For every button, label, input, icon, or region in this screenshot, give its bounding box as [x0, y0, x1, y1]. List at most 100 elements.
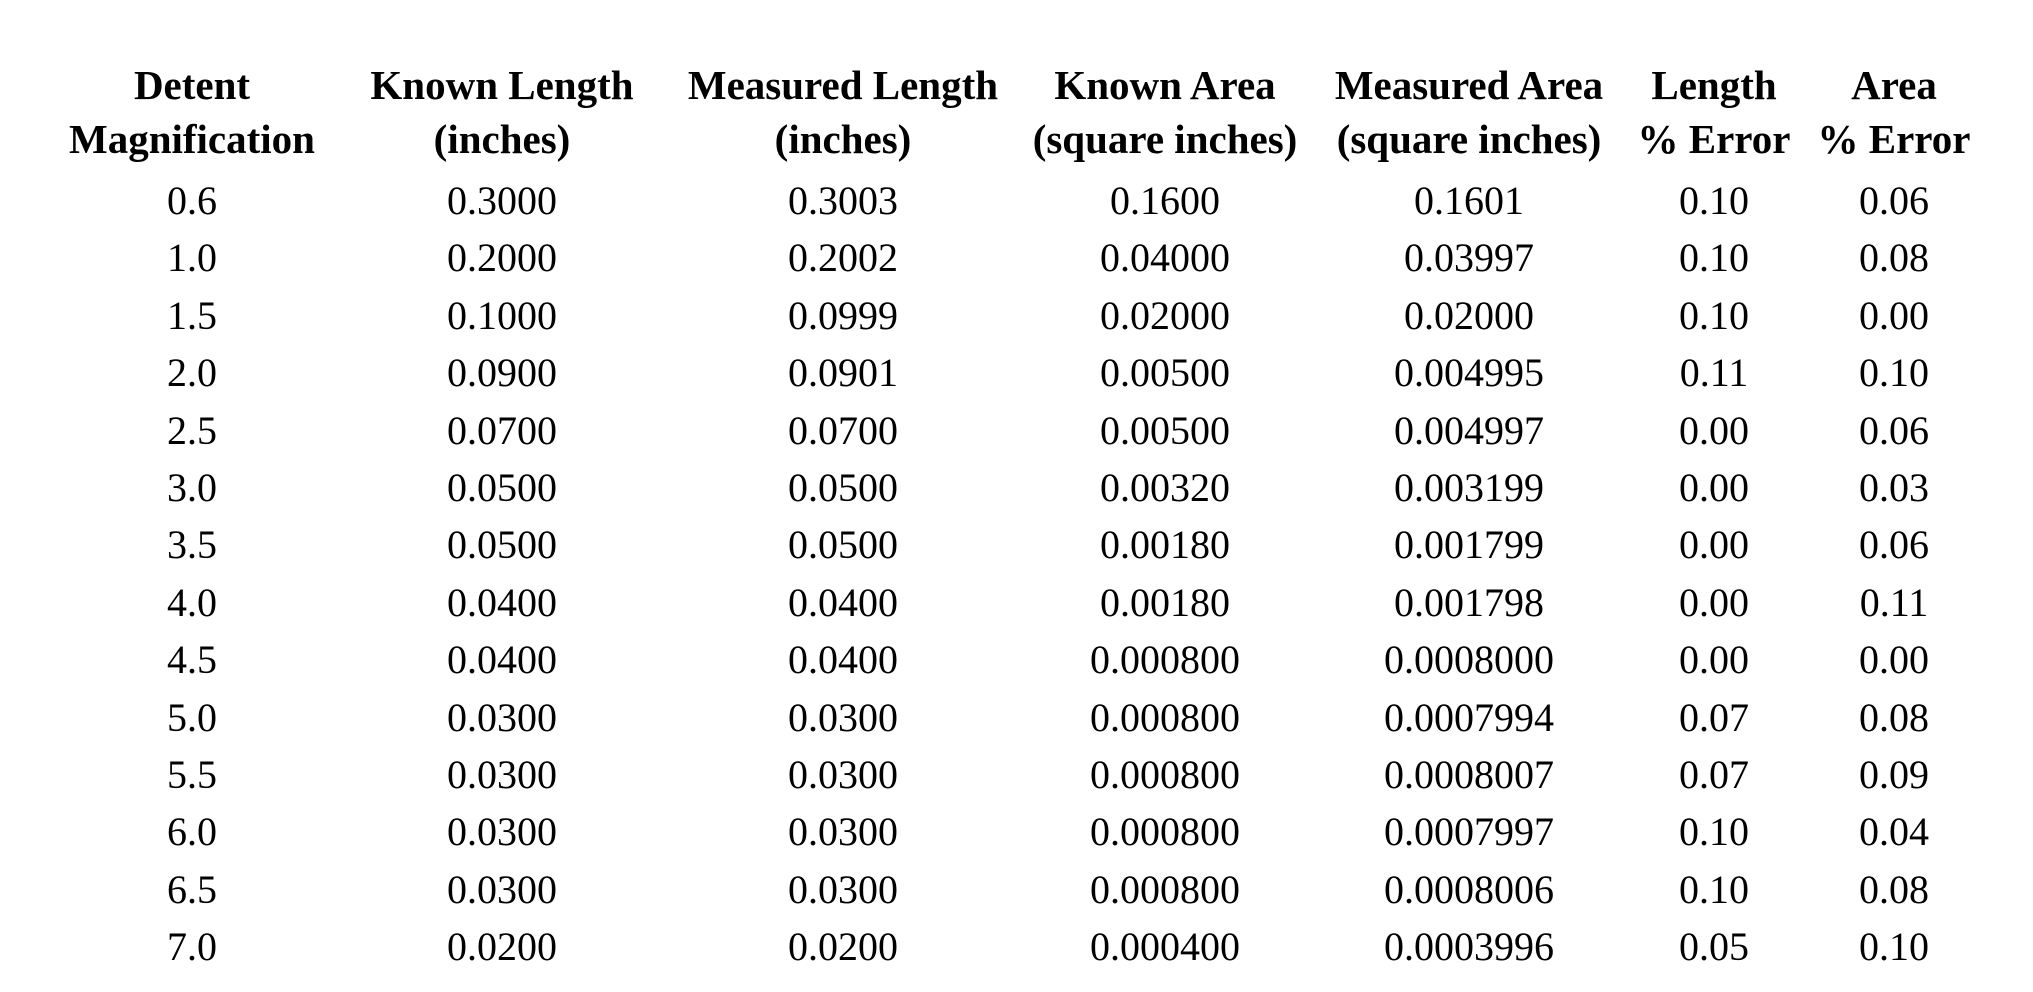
cell-known-length: 0.0300: [447, 694, 557, 740]
table-row: 5.0 0.0300 0.0300 0.000800 0.0007994 0.07 0.08: [52, 689, 1982, 746]
cell-detent-magnification: 0.6: [167, 178, 217, 223]
cell-length-error: 0.10: [1679, 178, 1749, 223]
cell-length-error: 0.05: [1679, 924, 1749, 970]
cell-measured-area: 0.0007997: [1384, 809, 1554, 855]
cell-measured-length: 0.0999: [788, 292, 898, 338]
table-row: 3.5 0.0500 0.0500 0.00180 0.001799 0.00 0.06: [52, 516, 1982, 573]
cell-length-error: 0.10: [1679, 809, 1749, 855]
cell-measured-area: 0.0008006: [1384, 866, 1554, 912]
cell-measured-length: 0.2002: [788, 235, 898, 281]
cell-length-error: 0.07: [1679, 752, 1749, 798]
cell-area-error: 0.06: [1859, 178, 1929, 223]
cell-length-error: 0.10: [1679, 235, 1749, 281]
header-line-1: Length: [1651, 62, 1777, 108]
cell-known-area: 0.000800: [1090, 637, 1240, 683]
cell-measured-area: 0.02000: [1404, 292, 1534, 338]
cell-area-error: 0.03: [1859, 465, 1929, 511]
cell-detent-magnification: 6.0: [167, 809, 217, 855]
cell-measured-area: 0.03997: [1404, 235, 1534, 281]
cell-measured-area: 0.003199: [1394, 465, 1544, 511]
cell-known-length: 0.0500: [447, 522, 557, 568]
cell-measured-length: 0.0300: [788, 752, 898, 798]
header-measured-length: Measured Length (inches): [672, 58, 1014, 172]
header-area-error: Area % Error: [1806, 58, 1982, 172]
header-length-error: Length % Error: [1622, 58, 1806, 172]
header-line-2: (inches): [433, 116, 571, 162]
cell-measured-area: 0.004997: [1394, 407, 1544, 453]
cell-detent-magnification: 5.5: [167, 752, 217, 798]
table-row: 1.0 0.2000 0.2002 0.04000 0.03997 0.10 0.08: [52, 229, 1982, 286]
table-body: 0.6 0.3000 0.3003 0.1600 0.1601 0.10 0.06 1.0 0.…: [52, 172, 1982, 976]
header-line-2: (inches): [774, 116, 912, 162]
cell-length-error: 0.00: [1679, 637, 1749, 683]
cell-known-area: 0.000800: [1090, 809, 1240, 855]
cell-detent-magnification: 1.5: [167, 292, 217, 338]
cell-detent-magnification: 2.5: [167, 407, 217, 453]
header-known-area: Known Area (square inches): [1014, 58, 1316, 172]
table-row: 0.6 0.3000 0.3003 0.1600 0.1601 0.10 0.06: [52, 172, 1982, 229]
cell-known-length: 0.0400: [447, 579, 557, 625]
cell-length-error: 0.00: [1679, 465, 1749, 511]
cell-detent-magnification: 2.0: [167, 350, 217, 396]
cell-measured-area: 0.004995: [1394, 350, 1544, 396]
cell-length-error: 0.11: [1679, 350, 1749, 396]
cell-measured-length: 0.0300: [788, 694, 898, 740]
table-row: 6.5 0.0300 0.0300 0.000800 0.0008006 0.10 0.08: [52, 861, 1982, 918]
cell-known-area: 0.00180: [1100, 579, 1230, 625]
cell-known-length: 0.0300: [447, 866, 557, 912]
cell-known-length: 0.0300: [447, 809, 557, 855]
cell-length-error: 0.00: [1679, 579, 1749, 625]
cell-known-length: 0.0300: [447, 752, 557, 798]
magnification-error-table-container: Detent Magnification Known Length (inche…: [52, 58, 1982, 976]
table-row: 4.5 0.0400 0.0400 0.000800 0.0008000 0.00 0.00: [52, 631, 1982, 688]
cell-measured-length: 0.0500: [788, 465, 898, 511]
header-line-2: (square inches): [1032, 116, 1298, 162]
cell-area-error: 0.06: [1859, 522, 1929, 568]
header-line-1: Measured Length: [687, 62, 999, 108]
cell-measured-area: 0.1601: [1414, 178, 1524, 223]
cell-area-error: 0.04: [1859, 809, 1929, 855]
cell-measured-area: 0.0008007: [1384, 752, 1554, 798]
header-line-1: Area: [1851, 62, 1937, 108]
cell-known-area: 0.02000: [1100, 292, 1230, 338]
cell-known-length: 0.1000: [447, 292, 557, 338]
header-line-2: % Error: [1637, 116, 1791, 162]
header-row: Detent Magnification Known Length (inche…: [52, 58, 1982, 172]
cell-area-error: 0.10: [1859, 350, 1929, 396]
cell-measured-area: 0.001798: [1394, 579, 1544, 625]
cell-known-length: 0.3000: [447, 178, 557, 223]
table-row: 1.5 0.1000 0.0999 0.02000 0.02000 0.10 0.00: [52, 287, 1982, 344]
cell-length-error: 0.07: [1679, 694, 1749, 740]
cell-measured-length: 0.0300: [788, 866, 898, 912]
cell-known-area: 0.04000: [1100, 235, 1230, 281]
cell-known-area: 0.00500: [1100, 350, 1230, 396]
cell-known-area: 0.1600: [1110, 178, 1220, 223]
cell-area-error: 0.00: [1859, 292, 1929, 338]
cell-length-error: 0.10: [1679, 292, 1749, 338]
header-line-2: (square inches): [1336, 116, 1602, 162]
cell-length-error: 0.00: [1679, 407, 1749, 453]
cell-known-area: 0.00500: [1100, 407, 1230, 453]
cell-detent-magnification: 4.0: [167, 579, 217, 625]
cell-measured-length: 0.0200: [788, 924, 898, 970]
table-row: 2.0 0.0900 0.0901 0.00500 0.004995 0.11 0.10: [52, 344, 1982, 401]
magnification-error-table: Detent Magnification Known Length (inche…: [52, 58, 1982, 976]
cell-area-error: 0.08: [1859, 694, 1929, 740]
cell-measured-area: 0.0007994: [1384, 694, 1554, 740]
cell-area-error: 0.06: [1859, 407, 1929, 453]
table-row: 7.0 0.0200 0.0200 0.000400 0.0003996 0.05 0.10: [52, 918, 1982, 975]
cell-detent-magnification: 1.0: [167, 235, 217, 281]
cell-known-length: 0.0200: [447, 924, 557, 970]
cell-measured-length: 0.0500: [788, 522, 898, 568]
header-line-2: % Error: [1817, 116, 1971, 162]
cell-detent-magnification: 3.0: [167, 465, 217, 511]
table-row: 5.5 0.0300 0.0300 0.000800 0.0008007 0.07 0.09: [52, 746, 1982, 803]
cell-measured-length: 0.0901: [788, 350, 898, 396]
cell-measured-length: 0.0300: [788, 809, 898, 855]
cell-area-error: 0.08: [1859, 866, 1929, 912]
cell-measured-area: 0.001799: [1394, 522, 1544, 568]
cell-known-area: 0.00320: [1100, 465, 1230, 511]
cell-area-error: 0.10: [1859, 924, 1929, 970]
cell-measured-length: 0.0400: [788, 579, 898, 625]
cell-known-length: 0.2000: [447, 235, 557, 281]
